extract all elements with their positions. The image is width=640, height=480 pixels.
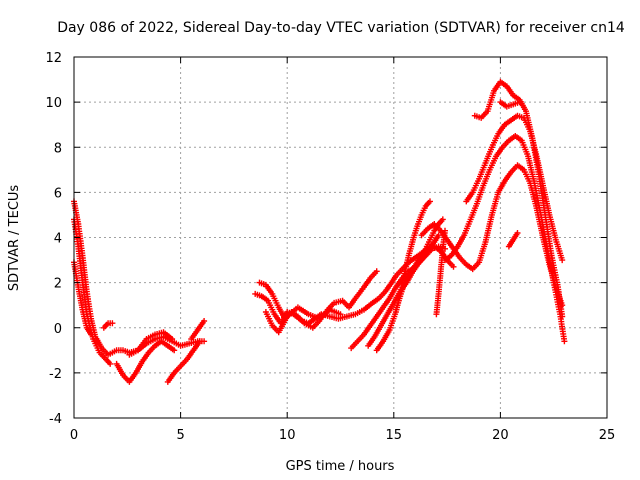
y-tick-label: 12 [45, 51, 62, 66]
x-tick-label: 20 [492, 428, 509, 443]
series-track-v [433, 227, 448, 318]
series-track-h [188, 318, 208, 342]
series-trail [166, 340, 202, 384]
grid [74, 57, 607, 418]
series-track-s [471, 78, 566, 320]
series-track-d [100, 320, 116, 331]
y-tick-label: 8 [54, 141, 62, 156]
series-trail [102, 320, 114, 330]
x-tick-label: 10 [279, 428, 296, 443]
series-track-g [164, 338, 203, 385]
x-tick-label: 25 [599, 428, 616, 443]
y-axis-label: SDTVAR / TECUs [7, 185, 22, 292]
y-tick-label: -4 [49, 412, 62, 427]
series-track-t [497, 99, 523, 110]
y-tick-label: 2 [54, 277, 62, 292]
series-trail [473, 79, 565, 317]
series-trail [189, 319, 206, 341]
series-track-e [113, 338, 178, 385]
y-tick-label: 6 [54, 186, 62, 201]
y-tick-label: 10 [45, 96, 62, 111]
series-track-k [262, 304, 344, 336]
y-tick-label: -2 [49, 367, 62, 382]
x-tick-label: 15 [386, 428, 403, 443]
series-trail [507, 231, 520, 248]
y-tick-label: 4 [54, 232, 62, 247]
series-trail [128, 329, 174, 357]
chart-title: Day 086 of 2022, Sidereal Day-to-day VTE… [57, 20, 625, 36]
data-points [71, 78, 568, 385]
y-tick-label: 0 [54, 322, 62, 337]
series-trail [114, 339, 176, 384]
series-track-f [126, 329, 176, 358]
series-trail [263, 305, 342, 334]
x-tick-label: 0 [70, 428, 78, 443]
series-track-u [505, 230, 521, 250]
series-trail [499, 99, 521, 109]
series-trail [433, 230, 448, 315]
axis-ticks: 0 5 10 15 20 25 -4 -2 0 2 4 6 8 10 12 [45, 51, 615, 443]
x-axis-label: GPS time / hours [286, 459, 395, 474]
x-tick-label: 5 [176, 428, 184, 443]
